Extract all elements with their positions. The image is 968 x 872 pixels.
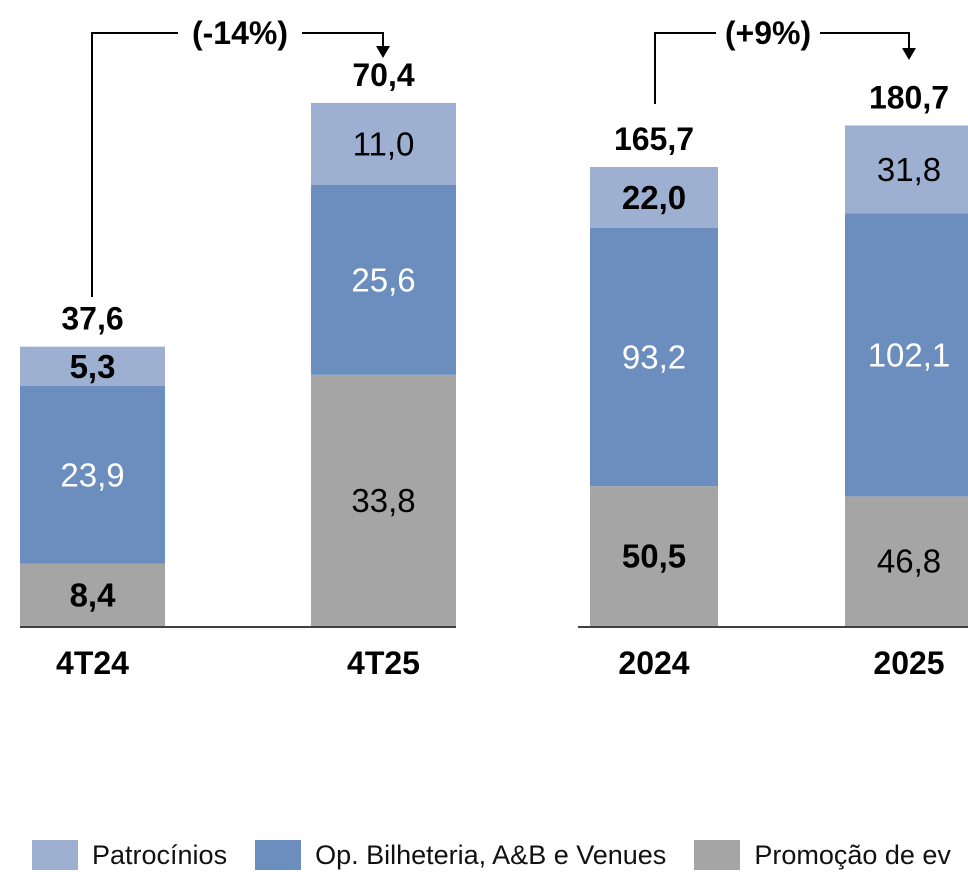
bar-segment — [311, 184, 456, 375]
legend-swatch-bilheteria — [255, 840, 302, 870]
category-label: 4T24 — [56, 645, 129, 681]
chart-legend: Patrocínios Op. Bilheteria, A&B e Venues… — [32, 838, 968, 872]
legend-item-patrocinios: Patrocínios — [32, 840, 227, 871]
bar-segment — [590, 167, 718, 228]
segment-value-label: 46,8 — [877, 543, 941, 580]
variation-arrowhead — [902, 48, 916, 60]
bar-segment — [311, 102, 456, 185]
bar-segment — [20, 346, 165, 387]
segment-value-label: 102,1 — [868, 336, 951, 373]
total-value-label: 70,4 — [352, 57, 414, 93]
legend-swatch-patrocinios — [32, 840, 78, 870]
bar-segment — [845, 213, 968, 497]
bar-segment — [845, 496, 968, 626]
segment-value-label: 93,2 — [622, 339, 686, 376]
total-value-label: 165,7 — [614, 121, 694, 157]
variation-label: (-14%) — [192, 15, 288, 51]
bar-segment — [845, 125, 968, 214]
stacked-bar-chart: 8,4 23,9 5,3 37,6 4T24 33,8 25,6 11,0 70,4 4T25 (-… — [20, 15, 968, 681]
legend-item-promocao: Promoção de ev — [694, 840, 951, 871]
bar-segment — [590, 227, 718, 487]
total-value-label: 37,6 — [61, 301, 123, 337]
bar-segment — [311, 374, 456, 626]
total-value-label: 180,7 — [869, 79, 949, 115]
category-label: 4T25 — [347, 645, 420, 681]
segment-value-label: 50,5 — [622, 538, 686, 575]
legend-swatch-promocao — [694, 840, 741, 870]
segment-value-label: 8,4 — [70, 576, 117, 613]
segment-value-label: 25,6 — [351, 261, 415, 298]
segment-value-label: 5,3 — [70, 348, 116, 385]
segment-value-label: 23,9 — [60, 456, 124, 493]
segment-value-label: 11,0 — [353, 125, 415, 162]
variation-arrowhead — [376, 46, 390, 58]
variation-bracket-right — [820, 32, 910, 50]
segment-value-label: 22,0 — [622, 179, 686, 216]
legend-item-bilheteria: Op. Bilheteria, A&B e Venues — [255, 840, 666, 871]
variation-label: (+9%) — [725, 15, 811, 51]
variation-bracket-right — [302, 32, 384, 48]
bar-segment — [20, 563, 165, 626]
legend-label-patrocinios: Patrocínios — [92, 839, 228, 870]
bar-segment — [20, 386, 165, 564]
segment-value-label: 31,8 — [877, 151, 941, 188]
category-label: 2025 — [873, 645, 944, 681]
category-label: 2024 — [618, 645, 689, 681]
segment-value-label: 33,8 — [351, 482, 415, 519]
legend-label-promocao: Promoção de ev — [754, 839, 951, 870]
variation-bracket-left — [91, 32, 178, 297]
bar-segment — [590, 486, 718, 626]
legend-label-bilheteria: Op. Bilheteria, A&B e Venues — [315, 839, 667, 870]
variation-bracket-left — [654, 32, 716, 104]
